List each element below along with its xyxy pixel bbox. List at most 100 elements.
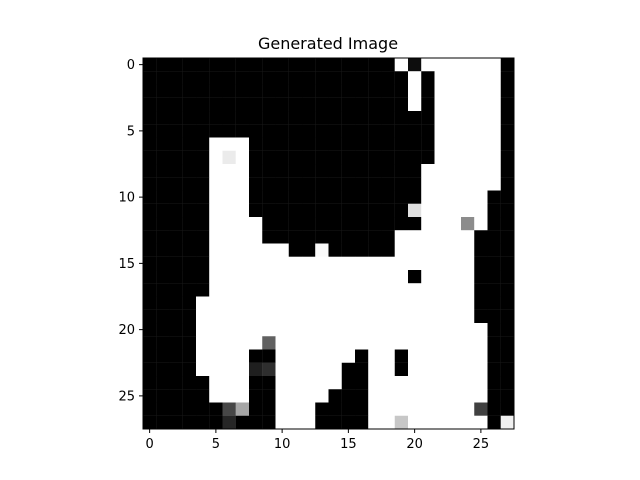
heatmap-cell xyxy=(461,190,475,204)
heatmap-cell xyxy=(315,230,329,244)
heatmap-cell xyxy=(315,84,329,98)
heatmap-cell xyxy=(461,349,475,363)
heatmap-cell xyxy=(447,137,462,151)
heatmap-cell xyxy=(302,283,316,297)
heatmap-cell xyxy=(447,124,462,138)
heatmap-cell xyxy=(249,336,263,350)
heatmap-cell xyxy=(249,349,263,363)
heatmap-cell xyxy=(222,150,236,165)
heatmap-cell xyxy=(487,283,501,297)
heatmap-cell xyxy=(487,296,501,310)
heatmap-cell xyxy=(474,150,488,165)
heatmap-cell xyxy=(421,376,435,390)
heatmap-cell xyxy=(355,203,369,218)
heatmap-cell xyxy=(328,376,342,390)
heatmap-cell xyxy=(408,177,422,191)
heatmap-cell xyxy=(368,376,382,390)
heatmap-cell xyxy=(368,137,382,151)
heatmap-cell xyxy=(328,190,342,204)
heatmap-cell xyxy=(381,97,395,112)
heatmap-cell xyxy=(500,84,515,98)
heatmap-cell xyxy=(474,336,488,350)
heatmap-cell xyxy=(421,150,435,165)
heatmap-cell xyxy=(434,362,448,377)
heatmap-cell xyxy=(487,84,501,98)
heatmap-cell xyxy=(355,217,369,231)
heatmap-cell xyxy=(355,190,369,204)
heatmap-cell xyxy=(381,389,395,403)
heatmap-cell xyxy=(182,256,197,271)
heatmap-cell xyxy=(328,283,342,297)
heatmap-cell xyxy=(408,203,422,218)
heatmap-cell xyxy=(341,389,356,403)
heatmap-cell xyxy=(182,190,197,204)
heatmap-cell xyxy=(302,336,316,350)
heatmap-cell xyxy=(288,389,303,403)
heatmap-cell xyxy=(143,296,157,310)
heatmap-cell xyxy=(249,203,263,218)
heatmap-cell xyxy=(394,111,409,125)
heatmap-cell xyxy=(381,376,395,390)
heatmap-cell xyxy=(487,217,501,231)
heatmap-cell xyxy=(182,230,197,244)
heatmap-cell xyxy=(447,270,462,284)
y-tick-label: 0 xyxy=(127,58,135,73)
heatmap-cell xyxy=(156,124,170,138)
heatmap-cell xyxy=(421,230,435,244)
heatmap-cell xyxy=(209,336,223,350)
x-tick-label: 0 xyxy=(145,437,153,452)
heatmap-cell xyxy=(302,270,316,284)
heatmap-cell xyxy=(222,177,236,191)
heatmap-cell xyxy=(196,177,210,191)
heatmap-cell xyxy=(169,270,183,284)
heatmap-cell xyxy=(288,243,303,257)
heatmap-cell xyxy=(500,270,515,284)
heatmap-cell xyxy=(394,362,409,377)
heatmap-cell xyxy=(328,137,342,151)
heatmap-cell xyxy=(447,164,462,178)
heatmap-cell xyxy=(169,402,183,416)
heatmap-cell xyxy=(196,217,210,231)
heatmap-cell xyxy=(500,150,515,165)
heatmap-cell xyxy=(341,150,356,165)
heatmap-cell xyxy=(315,376,329,390)
heatmap-cell xyxy=(341,415,356,430)
heatmap-cell xyxy=(169,137,183,151)
heatmap-cell xyxy=(341,84,356,98)
heatmap-cell xyxy=(355,283,369,297)
heatmap-cell xyxy=(222,323,236,337)
heatmap-cell xyxy=(461,296,475,310)
heatmap-cell xyxy=(275,71,289,85)
heatmap-cell xyxy=(447,376,462,390)
heatmap-cell xyxy=(262,190,276,204)
heatmap-cell xyxy=(249,376,263,390)
heatmap-cell xyxy=(447,150,462,165)
heatmap-cell xyxy=(474,97,488,112)
heatmap-cell xyxy=(487,71,501,85)
heatmap-cell xyxy=(341,336,356,350)
heatmap-cell xyxy=(156,402,170,416)
heatmap-cell xyxy=(487,230,501,244)
heatmap-cell xyxy=(222,256,236,271)
heatmap-cell xyxy=(434,97,448,112)
heatmap-cell xyxy=(182,150,197,165)
heatmap-cell xyxy=(235,58,250,72)
heatmap-cell xyxy=(447,323,462,337)
heatmap-cell xyxy=(461,71,475,85)
heatmap-cell xyxy=(461,362,475,377)
heatmap-cell xyxy=(262,376,276,390)
heatmap-cell xyxy=(196,283,210,297)
heatmap-cell xyxy=(156,256,170,271)
heatmap-cell xyxy=(275,230,289,244)
heatmap-cell xyxy=(182,283,197,297)
heatmap-cell xyxy=(474,124,488,138)
heatmap-cell xyxy=(368,349,382,363)
heatmap-cell xyxy=(341,97,356,112)
heatmap-cell xyxy=(222,190,236,204)
heatmap-cell xyxy=(196,97,210,112)
heatmap-cell xyxy=(341,190,356,204)
heatmap-cell xyxy=(341,349,356,363)
heatmap-cell xyxy=(368,243,382,257)
heatmap-cell xyxy=(355,97,369,112)
heatmap-cell xyxy=(434,177,448,191)
